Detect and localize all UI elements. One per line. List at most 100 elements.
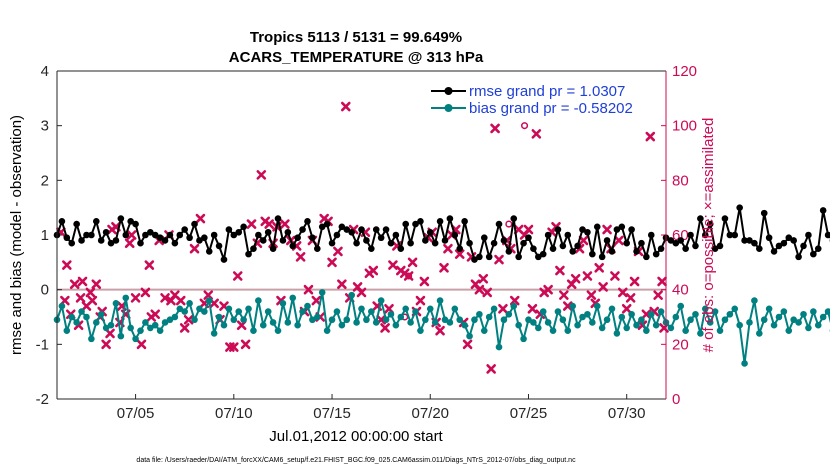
obs-assimilated-marker — [407, 257, 418, 268]
rmse-point — [318, 223, 326, 231]
bias-point — [697, 330, 704, 337]
bias-point — [122, 294, 130, 302]
bias-point — [250, 327, 257, 334]
obs-assimilated-marker — [150, 309, 161, 320]
rmse-point — [780, 239, 788, 247]
rmse-point — [756, 245, 763, 252]
bias-point — [760, 316, 768, 324]
rmse-point — [751, 239, 758, 247]
bias-point — [412, 308, 419, 315]
bias-point — [387, 310, 395, 318]
obs-assimilated-marker — [498, 303, 508, 314]
rmse-point — [461, 218, 468, 225]
y-tick-label: 1 — [41, 227, 49, 244]
bias-point — [535, 324, 542, 332]
bias-point — [102, 324, 110, 332]
y-tick-label: -1 — [36, 336, 49, 353]
rmse-point — [323, 220, 331, 228]
rmse-point — [608, 248, 616, 255]
rmse-point — [736, 204, 743, 211]
bias-point — [343, 316, 351, 324]
obs-assimilated-marker — [140, 287, 151, 298]
obs-assimilated-marker — [380, 323, 390, 333]
rmse-point — [225, 226, 233, 233]
bias-point — [485, 313, 493, 321]
rmse-point — [279, 237, 287, 244]
y-right-tick-label: 20 — [672, 336, 689, 353]
bias-point — [137, 327, 144, 334]
obs-assimilated-marker — [126, 230, 137, 240]
rmse-point — [171, 239, 179, 247]
rmse-point — [107, 239, 115, 247]
bias-point — [422, 316, 429, 324]
bias-point — [539, 308, 547, 315]
rmse-point — [633, 248, 640, 255]
bias-point — [471, 316, 478, 324]
bias-point — [805, 324, 812, 332]
obs-assimilated-marker — [77, 276, 88, 287]
bias-point — [279, 300, 287, 307]
obs-possible-marker — [405, 272, 413, 280]
rmse-point — [422, 237, 429, 244]
rmse-point — [731, 231, 739, 239]
obs-assimilated-markers — [56, 101, 669, 374]
y-axis-label: rmse and bias (model - observation) — [8, 115, 25, 355]
y-tick-label: -2 — [36, 391, 49, 408]
bias-point — [426, 305, 434, 313]
rmse-point — [638, 239, 645, 247]
rmse-point — [333, 231, 341, 239]
rmse-point — [598, 253, 606, 261]
y-axis-label-right: # of obs: o=possible; ×=assimilated — [700, 118, 717, 353]
bias-point — [564, 327, 572, 334]
bias-point — [780, 308, 788, 315]
obs-assimilated-marker — [337, 279, 347, 290]
bias-point — [476, 310, 483, 318]
rmse-point — [505, 248, 513, 255]
bias-point — [299, 308, 306, 315]
bias-point — [716, 327, 724, 334]
obs-assimilated-marker — [527, 303, 538, 314]
rmse-point — [456, 245, 464, 252]
rmse-point — [377, 234, 385, 242]
bias-point — [363, 316, 370, 324]
rmse-point — [166, 231, 174, 239]
bias-point — [451, 305, 459, 313]
bias-point — [284, 319, 292, 326]
x-tick-label: 07/30 — [608, 405, 646, 422]
rmse-point — [240, 223, 247, 231]
bias-point — [142, 319, 149, 326]
rmse-point — [711, 245, 719, 252]
obs-assimilated-marker — [602, 224, 612, 235]
bias-point — [810, 308, 817, 315]
bias-point — [127, 324, 134, 332]
rmse-point — [358, 226, 365, 233]
bias-series — [53, 289, 830, 367]
obs-assimilated-marker — [195, 213, 206, 224]
rmse-point — [92, 218, 100, 225]
bias-point — [623, 324, 631, 332]
rmse-point — [368, 245, 375, 252]
x-axis-label: Jul.01,2012 00:00:00 start — [269, 428, 443, 445]
obs-assimilated-marker — [582, 271, 593, 281]
rmse-point — [687, 231, 694, 239]
rmse-point — [88, 231, 95, 239]
bias-point — [73, 319, 80, 326]
bias-point — [156, 327, 164, 334]
rmse-point — [480, 234, 488, 242]
obs-assimilated-marker — [570, 273, 581, 284]
rmse-point — [613, 226, 621, 233]
bias-point — [466, 332, 473, 340]
legend-bias-label: bias grand pr = -0.58202 — [469, 100, 633, 117]
rmse-point — [299, 226, 306, 233]
bias-point — [358, 305, 365, 313]
obs-assimilated-marker — [69, 279, 80, 290]
bias-point — [196, 305, 203, 313]
bias-point — [819, 313, 827, 321]
bias-point — [721, 316, 729, 324]
bias-point — [687, 316, 694, 324]
obs-assimilated-marker — [625, 293, 636, 303]
rmse-point — [436, 218, 444, 225]
rmse-point — [58, 218, 66, 225]
rmse-point — [97, 237, 105, 244]
